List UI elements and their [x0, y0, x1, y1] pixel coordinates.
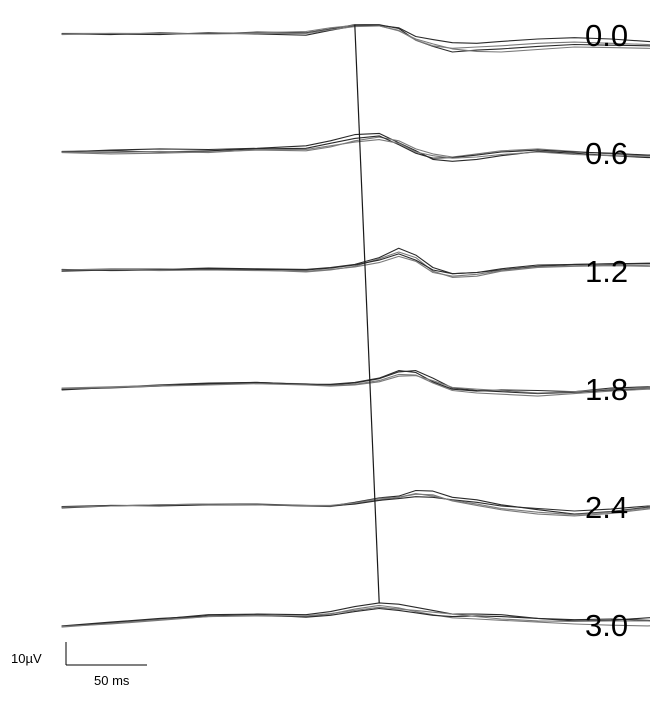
trace-0.6-3 [61, 135, 650, 159]
trace-row-0.6 [61, 132, 650, 162]
trace-3.0-4 [61, 606, 650, 628]
scale-bar: 10µV 50 ms [11, 642, 147, 688]
trace-1.8-2 [61, 373, 650, 397]
row-label: 1.2 [585, 254, 628, 289]
trace-3.0-3 [61, 607, 650, 627]
trace-row-2.4 [61, 489, 650, 517]
peak-latency-line [354, 24, 380, 603]
row-label: 0.0 [585, 18, 628, 53]
trace-row-1.2 [61, 247, 650, 278]
scale-amplitude-label: 10µV [11, 651, 42, 666]
traces-layer [61, 24, 650, 628]
trace-0.0-3 [61, 24, 650, 44]
trace-1.2-3 [61, 253, 650, 275]
trace-1.8-4 [61, 375, 650, 394]
scale-time-label: 50 ms [94, 673, 130, 688]
trace-0.6-1 [61, 132, 650, 162]
trace-row-0.0 [61, 24, 650, 53]
trace-3.0-2 [61, 604, 650, 628]
trace-row-1.8 [61, 370, 650, 397]
trace-1.8-3 [61, 370, 650, 393]
trace-2.4-4 [61, 493, 650, 516]
row-label: 1.8 [585, 372, 628, 407]
trace-0.6-4 [61, 139, 650, 159]
row-label: 0.6 [585, 136, 628, 171]
row-label: 2.4 [585, 490, 628, 525]
trace-3.0-1 [61, 602, 650, 628]
trace-1.2-4 [61, 255, 650, 277]
row-labels: 0.0 0.6 1.2 1.8 2.4 3.0 [585, 18, 628, 643]
trace-0.0-4 [61, 25, 650, 49]
trace-row-3.0 [61, 602, 650, 628]
row-label: 3.0 [585, 608, 628, 643]
trace-0.6-2 [61, 136, 650, 158]
trace-1.2-2 [61, 251, 650, 278]
trace-2.4-3 [61, 496, 650, 512]
